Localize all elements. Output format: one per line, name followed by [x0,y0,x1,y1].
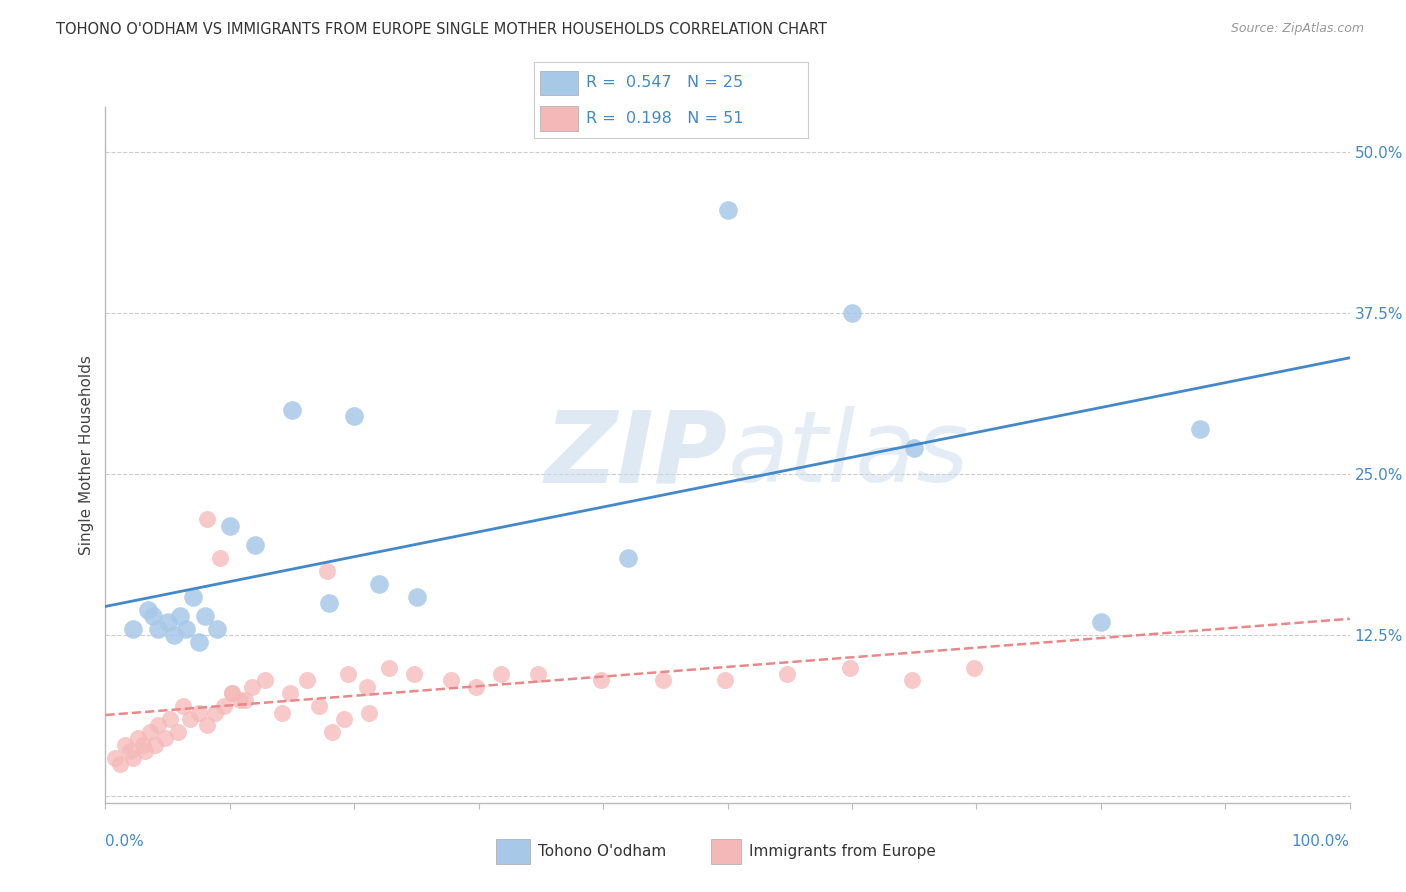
Point [337,667,360,681]
Point [714,673,737,688]
Point [197,512,219,526]
Point [356,680,378,694]
Point [120,744,142,758]
Text: Tohono O'odham: Tohono O'odham [538,845,666,859]
Point [181,590,204,604]
Point [776,667,799,681]
Point [143,738,166,752]
Point [156,615,179,630]
Point [903,442,925,456]
Point [187,706,209,720]
Text: R =  0.547   N = 25: R = 0.547 N = 25 [586,76,744,90]
Point [197,718,219,732]
Point [146,718,169,732]
Point [321,725,343,739]
Point [253,673,276,688]
Point [104,750,127,764]
Point [278,686,301,700]
FancyBboxPatch shape [540,106,578,130]
FancyBboxPatch shape [540,70,578,95]
Point [402,667,425,681]
Point [142,609,165,624]
Point [333,712,356,726]
Point [465,680,488,694]
Point [589,673,612,688]
Point [208,551,231,566]
Point [221,686,243,700]
Point [651,673,673,688]
Point [172,699,194,714]
Point [295,673,318,688]
Point [194,609,217,624]
Point [359,706,381,720]
Point [717,203,740,218]
Point [308,699,330,714]
Point [204,706,226,720]
Point [240,680,263,694]
Point [271,706,294,720]
Point [153,731,176,746]
Point [318,596,340,610]
Point [136,602,159,616]
Point [139,725,162,739]
Text: ZIP: ZIP [544,407,728,503]
Point [121,622,143,636]
Point [440,673,463,688]
Point [110,757,132,772]
Point [405,590,427,604]
Point [132,738,155,752]
Point [159,712,181,726]
Text: Immigrants from Europe: Immigrants from Europe [749,845,936,859]
Point [207,622,229,636]
Text: R =  0.198   N = 51: R = 0.198 N = 51 [586,111,744,126]
FancyBboxPatch shape [496,839,530,864]
Point [187,634,209,648]
Y-axis label: Single Mother Households: Single Mother Households [79,355,94,555]
Point [316,564,339,578]
Point [221,686,243,700]
Point [179,712,201,726]
Point [166,725,188,739]
Point [233,692,256,706]
Text: TOHONO O'ODHAM VS IMMIGRANTS FROM EUROPE SINGLE MOTHER HOUSEHOLDS CORRELATION CH: TOHONO O'ODHAM VS IMMIGRANTS FROM EUROPE… [56,22,827,37]
Point [900,673,922,688]
Point [838,660,860,674]
FancyBboxPatch shape [711,839,741,864]
Text: atlas: atlas [728,407,969,503]
Point [841,306,863,320]
Point [146,622,169,636]
Text: 0.0%: 0.0% [105,834,145,849]
Point [1090,615,1112,630]
Point [378,660,401,674]
Point [134,744,156,758]
Point [617,551,640,566]
Point [212,699,235,714]
Point [1189,422,1212,436]
Point [368,576,391,591]
Text: Source: ZipAtlas.com: Source: ZipAtlas.com [1230,22,1364,36]
Point [281,402,304,417]
Point [527,667,550,681]
Point [169,609,191,624]
Point [114,738,136,752]
Point [343,409,366,424]
Text: 100.0%: 100.0% [1292,834,1350,849]
Point [121,750,143,764]
Point [127,731,149,746]
Point [219,518,242,533]
Point [243,538,266,552]
Point [163,628,186,642]
Point [176,622,198,636]
Point [489,667,512,681]
Point [229,692,252,706]
Point [963,660,986,674]
